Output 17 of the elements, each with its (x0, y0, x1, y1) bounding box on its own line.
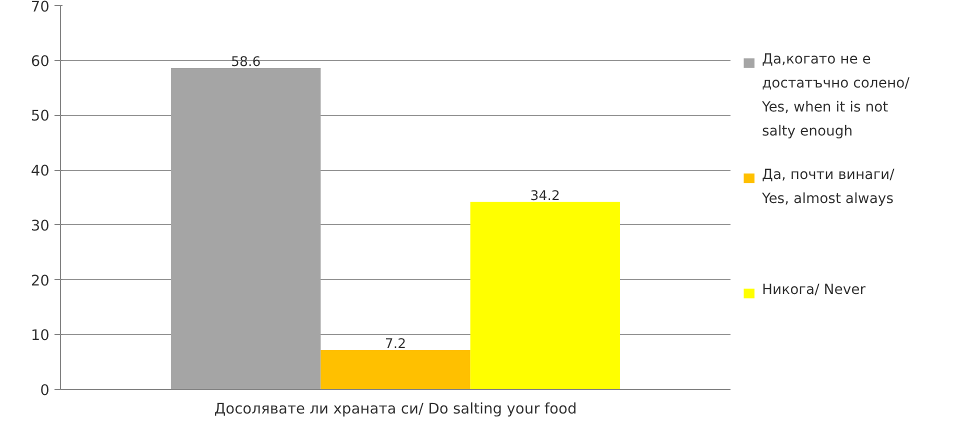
y-tick-label: 60 (30, 52, 50, 70)
y-tick-label: 20 (30, 272, 50, 290)
y-tick-label: 40 (30, 162, 50, 180)
y-tick-label: 70 (30, 0, 50, 16)
x-tick-label: Досолявате ли храната си/ Do salting your food (214, 400, 577, 418)
bar (470, 202, 620, 390)
data-label: 58.6 (231, 55, 261, 70)
y-tick-label: 10 (30, 327, 50, 344)
y-tick-label: 30 (30, 217, 50, 234)
legend-label: Да,когато не е достатъчно солено/ Yes, when it is not salty enough (761, 52, 910, 140)
data-label: 34.2 (530, 188, 560, 204)
y-tick-label: 0 (40, 382, 50, 399)
data-label: 7.2 (384, 337, 406, 352)
legend-label: Никога/ Never (762, 282, 866, 298)
y-tick-label: 50 (30, 108, 50, 125)
legend-label: Да, почти винаги/ Yes, almost always (761, 166, 895, 207)
bar (320, 350, 470, 390)
